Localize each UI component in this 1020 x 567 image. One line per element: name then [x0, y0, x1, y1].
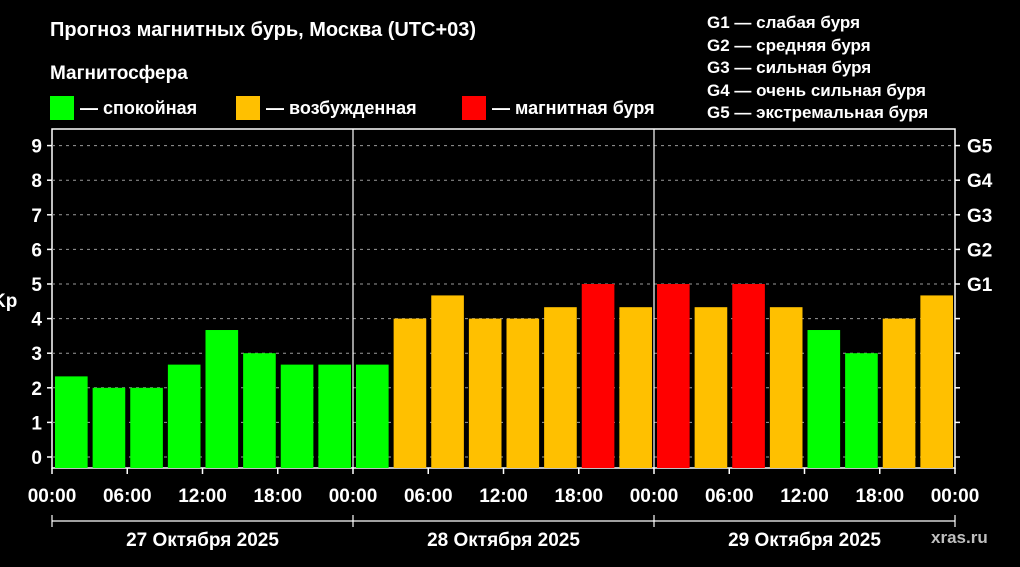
day-label: 27 Октября 2025 [126, 530, 279, 551]
kp-bar [55, 376, 88, 468]
y-tick-label-4: 4 [31, 310, 42, 331]
g-legend-g5: G5 — экстремальная буря [707, 103, 929, 123]
kp-bar [243, 353, 276, 468]
g-legend-g3: G3 — сильная буря [707, 58, 872, 78]
kp-bar [506, 318, 540, 468]
legend-item-quiet: — спокойная [50, 96, 197, 120]
x-tick-label: 12:00 [780, 486, 829, 507]
legend-label-active: — возбужденная [266, 97, 417, 118]
kp-bar [130, 387, 163, 468]
kp-bar [280, 364, 314, 468]
day-label: 28 Октября 2025 [427, 530, 580, 551]
y-right-label-g5: G5 [967, 137, 993, 158]
chart-title: Прогноз магнитных бурь, Москва (UTC+03) [50, 19, 477, 41]
x-tick-label: 00:00 [630, 486, 679, 507]
y-tick-label-3: 3 [31, 344, 42, 365]
y-right-label-g3: G3 [967, 206, 992, 227]
kp-bar [318, 364, 351, 468]
kp-bar [581, 284, 615, 468]
kp-bar [393, 318, 427, 468]
y-right-label-g4: G4 [967, 171, 993, 192]
kp-bar [619, 307, 652, 468]
kp-bar [468, 318, 502, 468]
kp-bar [732, 284, 765, 468]
day-label: 29 Октября 2025 [728, 530, 881, 551]
y-tick-label-0: 0 [31, 448, 42, 469]
g-legend-g2: G2 — средняя буря [707, 35, 871, 55]
legend-item-active: — возбужденная [236, 96, 417, 120]
y-tick-label-8: 8 [31, 171, 42, 192]
x-tick-label: 12:00 [178, 486, 227, 507]
kp-bar [544, 307, 577, 468]
legend-swatch-storm [462, 96, 486, 120]
kp-bar [807, 330, 841, 468]
legend-swatch-quiet [50, 96, 74, 120]
y-tick-label-9: 9 [31, 137, 42, 158]
kp-bar [694, 307, 728, 468]
legend-item-storm: — магнитная буря [462, 96, 655, 120]
kp-bar [920, 295, 953, 468]
x-tick-label: 18:00 [253, 486, 302, 507]
legend-label-quiet: — спокойная [80, 97, 198, 118]
x-tick-label: 00:00 [931, 486, 980, 507]
kp-bar [845, 353, 878, 468]
kp-bar [356, 364, 389, 468]
kp-bar [205, 330, 239, 468]
legend-title: Магнитосфера [50, 63, 188, 84]
g-legend-g1: G1 — слабая буря [707, 13, 861, 32]
kp-bar [431, 295, 464, 468]
y-axis-label: Kp [0, 291, 17, 312]
kp-bar [167, 364, 201, 468]
x-tick-label: 06:00 [103, 486, 152, 507]
x-tick-label: 06:00 [404, 486, 453, 507]
x-tick-label: 00:00 [28, 486, 77, 507]
legend-swatch-active [236, 96, 260, 120]
y-tick-label-6: 6 [31, 240, 42, 261]
g-legend-g4: G4 — очень сильная буря [707, 80, 926, 100]
y-tick-label-2: 2 [31, 379, 42, 400]
y-tick-label-5: 5 [31, 275, 42, 296]
watermark: xras.ru [931, 528, 988, 547]
y-tick-label-7: 7 [31, 206, 42, 227]
x-tick-label: 18:00 [554, 486, 603, 507]
kp-bar [92, 387, 126, 468]
kp-bar [882, 318, 916, 468]
x-tick-label: 12:00 [479, 486, 528, 507]
y-right-label-g2: G2 [967, 240, 992, 261]
y-right-label-g1: G1 [967, 275, 993, 296]
kp-bar [769, 307, 803, 468]
g-scale-legend: G1 — слабая буря G2 — средняя буря G3 — … [707, 12, 928, 125]
x-tick-label: 18:00 [855, 486, 904, 507]
kp-bar [657, 284, 690, 468]
legend-label-storm: — магнитная буря [492, 97, 655, 118]
x-tick-label: 00:00 [329, 486, 378, 507]
y-tick-label-1: 1 [31, 413, 42, 434]
x-tick-label: 06:00 [705, 486, 754, 507]
